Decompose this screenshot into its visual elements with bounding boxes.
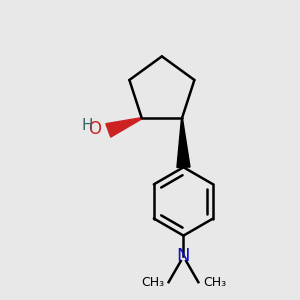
Text: N: N [177,248,190,266]
Text: H: H [82,118,93,133]
Polygon shape [106,118,142,137]
Text: CH₃: CH₃ [203,276,226,289]
Text: CH₃: CH₃ [141,276,164,289]
Polygon shape [177,118,190,167]
Text: O: O [88,120,101,138]
